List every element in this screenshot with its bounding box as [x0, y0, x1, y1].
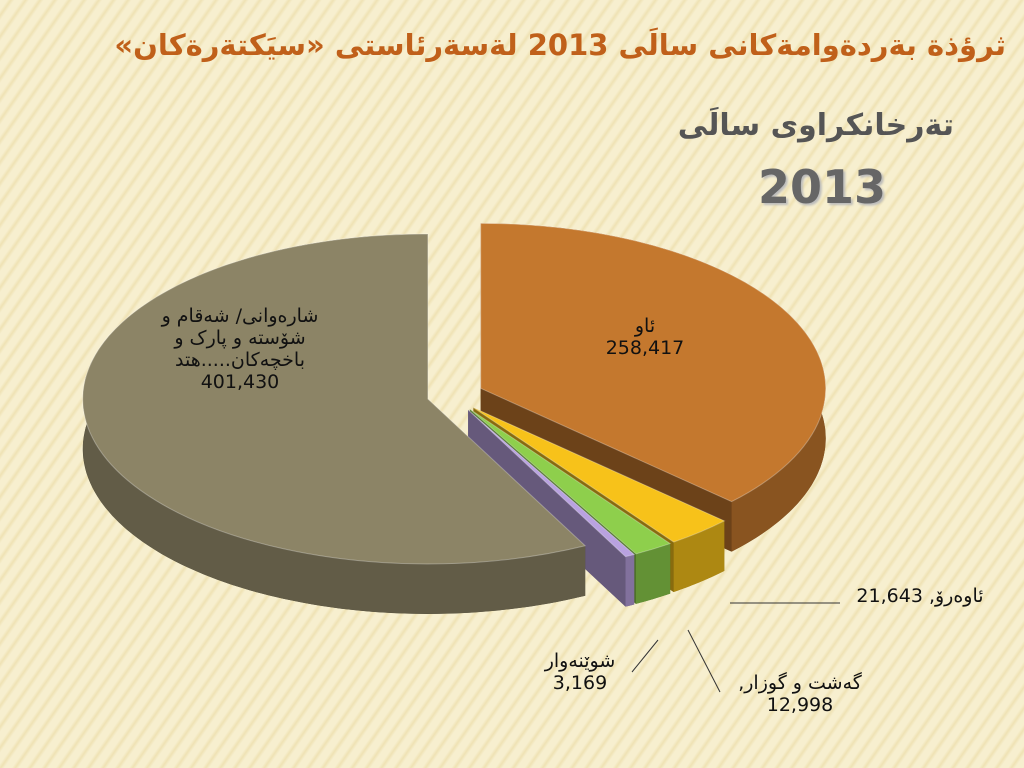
category-label: شوێنەوار — [544, 650, 616, 672]
chart-year: 2013 — [757, 160, 886, 214]
category-label: ئاوەرۆ, — [928, 585, 984, 607]
value-label: 258,417 — [605, 337, 685, 359]
value-label: 401,430 — [200, 371, 280, 393]
slice-label: شوێنەوار 3,169 — [525, 650, 635, 694]
slice-label: شارەوانی/ شەقام و شۆستە و پارک و باخچەکا… — [140, 305, 340, 393]
slice-side — [635, 543, 671, 604]
category-label: ئاو — [634, 315, 656, 337]
leader-line — [631, 639, 659, 673]
value-label: 3,169 — [552, 672, 608, 694]
category-label: گەشت و گوزار, — [738, 672, 862, 694]
slice — [469, 408, 672, 555]
leader-line — [687, 629, 721, 693]
category-label: شارەوانی/ شەقام و شۆستە و پارک و باخچەکا… — [161, 305, 319, 371]
slide-title: ثرؤذة بةردةوامةكانى سالَى 2013 لةسةرئاست… — [114, 28, 1006, 62]
slice — [467, 409, 636, 558]
slice — [480, 222, 827, 503]
slice — [82, 233, 587, 565]
slice-side — [82, 233, 586, 614]
value-label: 21,643 — [856, 585, 923, 607]
chart-subtitle: تةرخانكراوى سالَى — [677, 108, 954, 143]
slice-side — [673, 520, 725, 593]
slice-label: ئاوەرۆ, 21,643 — [820, 585, 1020, 607]
slice-side — [625, 554, 635, 607]
slice-side — [468, 409, 626, 607]
slice-label: ئاو 258,417 — [565, 315, 725, 359]
slice-label: گەشت و گوزار, 12,998 — [710, 672, 890, 716]
slice — [473, 407, 726, 543]
value-label: 12,998 — [766, 694, 834, 716]
